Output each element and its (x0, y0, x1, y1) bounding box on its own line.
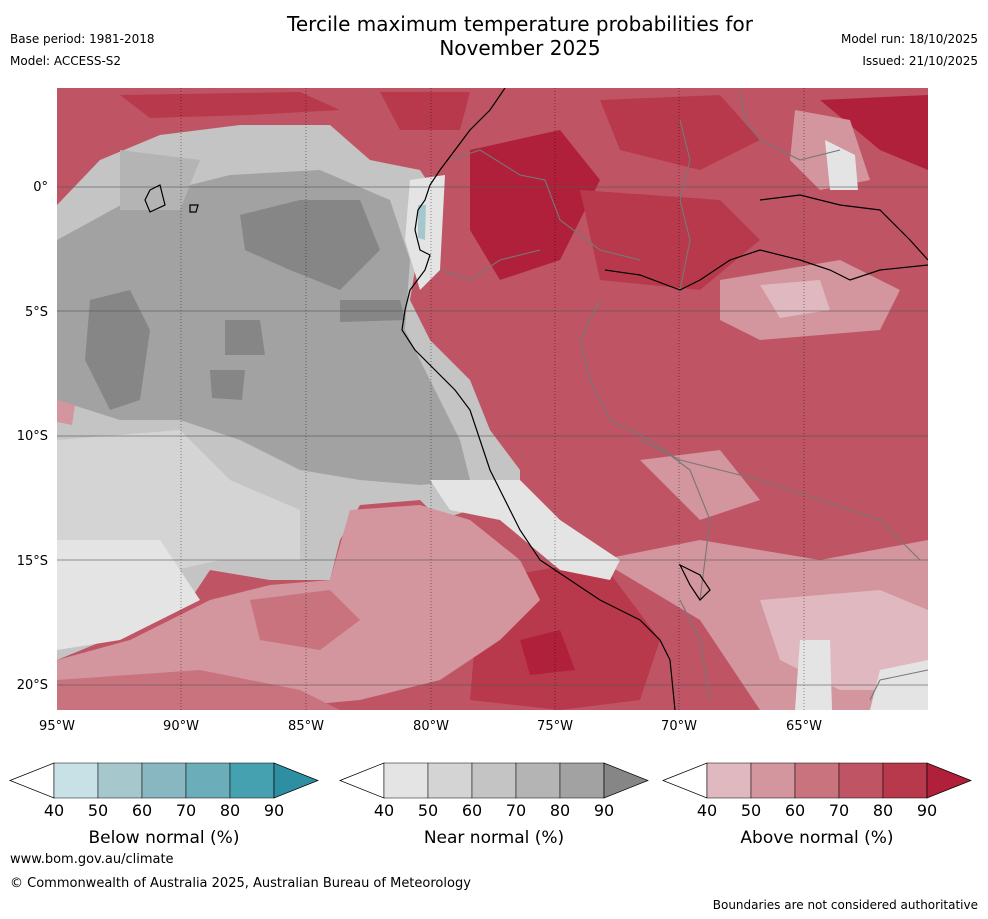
near-normal-90-patch-s2 (210, 370, 245, 400)
lat-label-15s: 15°S (17, 554, 48, 569)
near-legend-tick: 40 (374, 801, 394, 820)
lon-label-95w: 95°W (39, 719, 75, 734)
above-80-patch (600, 95, 760, 170)
near-legend-over-arrow (603, 762, 649, 799)
below-legend-tick: 50 (88, 801, 108, 820)
above-60-patch-bolivia (640, 450, 760, 520)
near-legend-label: Near normal (%) (424, 828, 564, 848)
above-80-ocean-north (120, 92, 340, 118)
latitude-lines (57, 186, 928, 686)
issued-date: Issued: 21/10/2025 (862, 54, 978, 68)
lat-label-10s: 10°S (17, 429, 48, 444)
above-legend-swatch (750, 762, 796, 799)
near-legend-tick: 70 (506, 801, 526, 820)
title-line-2: November 2025 (439, 36, 601, 60)
near-legend-under-arrow (339, 762, 385, 799)
model-run: Model run: 18/10/2025 (840, 32, 978, 46)
below-legend-under-arrow (9, 762, 55, 799)
below-legend-swatch (229, 762, 275, 799)
coastline (144, 88, 928, 710)
above-legend-swatch (882, 762, 928, 799)
near-normal-90-patch-c (240, 200, 380, 290)
disclaimer-text: Boundaries are not considered authoritat… (712, 898, 978, 912)
below-legend-label: Below normal (%) (89, 828, 240, 848)
map-title: Tercile maximum temperature probabilitie… (200, 12, 840, 60)
above-legend-swatch (838, 762, 884, 799)
lon-label-65w: 65°W (786, 719, 822, 734)
above-legend-tick: 80 (873, 801, 893, 820)
above-legend-tick: 50 (741, 801, 761, 820)
near-normal-90-patch-s (225, 320, 265, 355)
above-80-patch-amazon (580, 190, 760, 290)
near-normal-strip-se (795, 640, 832, 710)
above-legend-swatch (706, 762, 752, 799)
above-50-patch-east (760, 280, 830, 318)
model-name: Model: ACCESS-S2 (10, 54, 122, 68)
copyright-text: © Commonwealth of Australia 2025, Austra… (10, 876, 471, 891)
near-normal-90-patch-w (85, 290, 150, 410)
near-legend-swatch (559, 762, 605, 799)
below-legend-tick: 70 (176, 801, 196, 820)
below-legend-tick: 40 (44, 801, 64, 820)
above-90-patch-ne (820, 95, 928, 170)
near-normal-galapagos (120, 150, 200, 210)
near-legend-swatch (515, 762, 561, 799)
above-legend-label: Above normal (%) (740, 828, 893, 848)
above-60-west-patch (57, 400, 75, 425)
near-legend-tick: 90 (594, 801, 614, 820)
near-legend-swatch (427, 762, 473, 799)
legend-near-normal: 40 50 60 70 80 90 Near normal (%) (339, 762, 649, 848)
longitude-labels: 95°W 90°W 85°W 80°W 75°W 70°W 65°W (39, 719, 822, 734)
near-legend-swatch (383, 762, 429, 799)
above-legend-tick: 70 (829, 801, 849, 820)
legend-below-normal: 40 50 60 70 80 90 Below normal (%) (9, 762, 319, 848)
below-legend-swatch (185, 762, 231, 799)
meta-right: Model run: 18/10/2025 Issued: 21/10/2025 (841, 28, 978, 72)
title-line-1: Tercile maximum temperature probabilitie… (287, 12, 753, 36)
lon-label-90w: 90°W (163, 719, 199, 734)
above-legend-swatch (794, 762, 840, 799)
below-normal-patch (418, 205, 426, 240)
lat-label-20s: 20°S (17, 678, 48, 693)
lon-label-80w: 80°W (413, 719, 449, 734)
website-link[interactable]: www.bom.gov.au/climate (10, 852, 174, 867)
base-period: Base period: 1981-2018 (10, 32, 155, 46)
near-legend-tick: 80 (550, 801, 570, 820)
lon-label-75w: 75°W (537, 719, 573, 734)
latitude-labels: 0° 5°S 10°S 15°S 20°S (17, 180, 48, 693)
below-legend-tick: 80 (220, 801, 240, 820)
map-area (57, 88, 928, 710)
below-legend-tick: 60 (132, 801, 152, 820)
near-legend-swatch (471, 762, 517, 799)
above-90-patch (470, 130, 600, 280)
above-legend-tick: 40 (697, 801, 717, 820)
near-legend-tick: 60 (462, 801, 482, 820)
above-70-southern-strip (57, 670, 340, 710)
above-legend-tick: 90 (917, 801, 937, 820)
near-normal-patch-north (825, 140, 858, 190)
below-legend-swatch (97, 762, 143, 799)
country-borders (439, 89, 928, 701)
above-legend-over-arrow (926, 762, 972, 799)
meta-left: Base period: 1981-2018 Model: ACCESS-S2 (10, 28, 155, 72)
above-70-southern-ocean (250, 590, 360, 650)
above-legend-tick: 60 (785, 801, 805, 820)
lat-label-5s: 5°S (25, 305, 48, 320)
lat-label-0: 0° (33, 180, 48, 195)
legend-above-normal: 40 50 60 70 80 90 Above normal (%) (662, 762, 972, 848)
lon-label-70w: 70°W (661, 719, 697, 734)
near-legend-tick: 50 (418, 801, 438, 820)
near-normal-50-region (57, 540, 200, 650)
below-legend-swatch (53, 762, 99, 799)
below-legend-swatch (141, 762, 187, 799)
below-legend-over-arrow (273, 762, 319, 799)
above-80-ocean-north-e (380, 92, 470, 130)
near-normal-50-coast (430, 480, 620, 580)
above-90-patch-south (520, 630, 575, 675)
below-legend-tick: 90 (264, 801, 284, 820)
above-legend-under-arrow (662, 762, 708, 799)
lon-label-85w: 85°W (288, 719, 324, 734)
